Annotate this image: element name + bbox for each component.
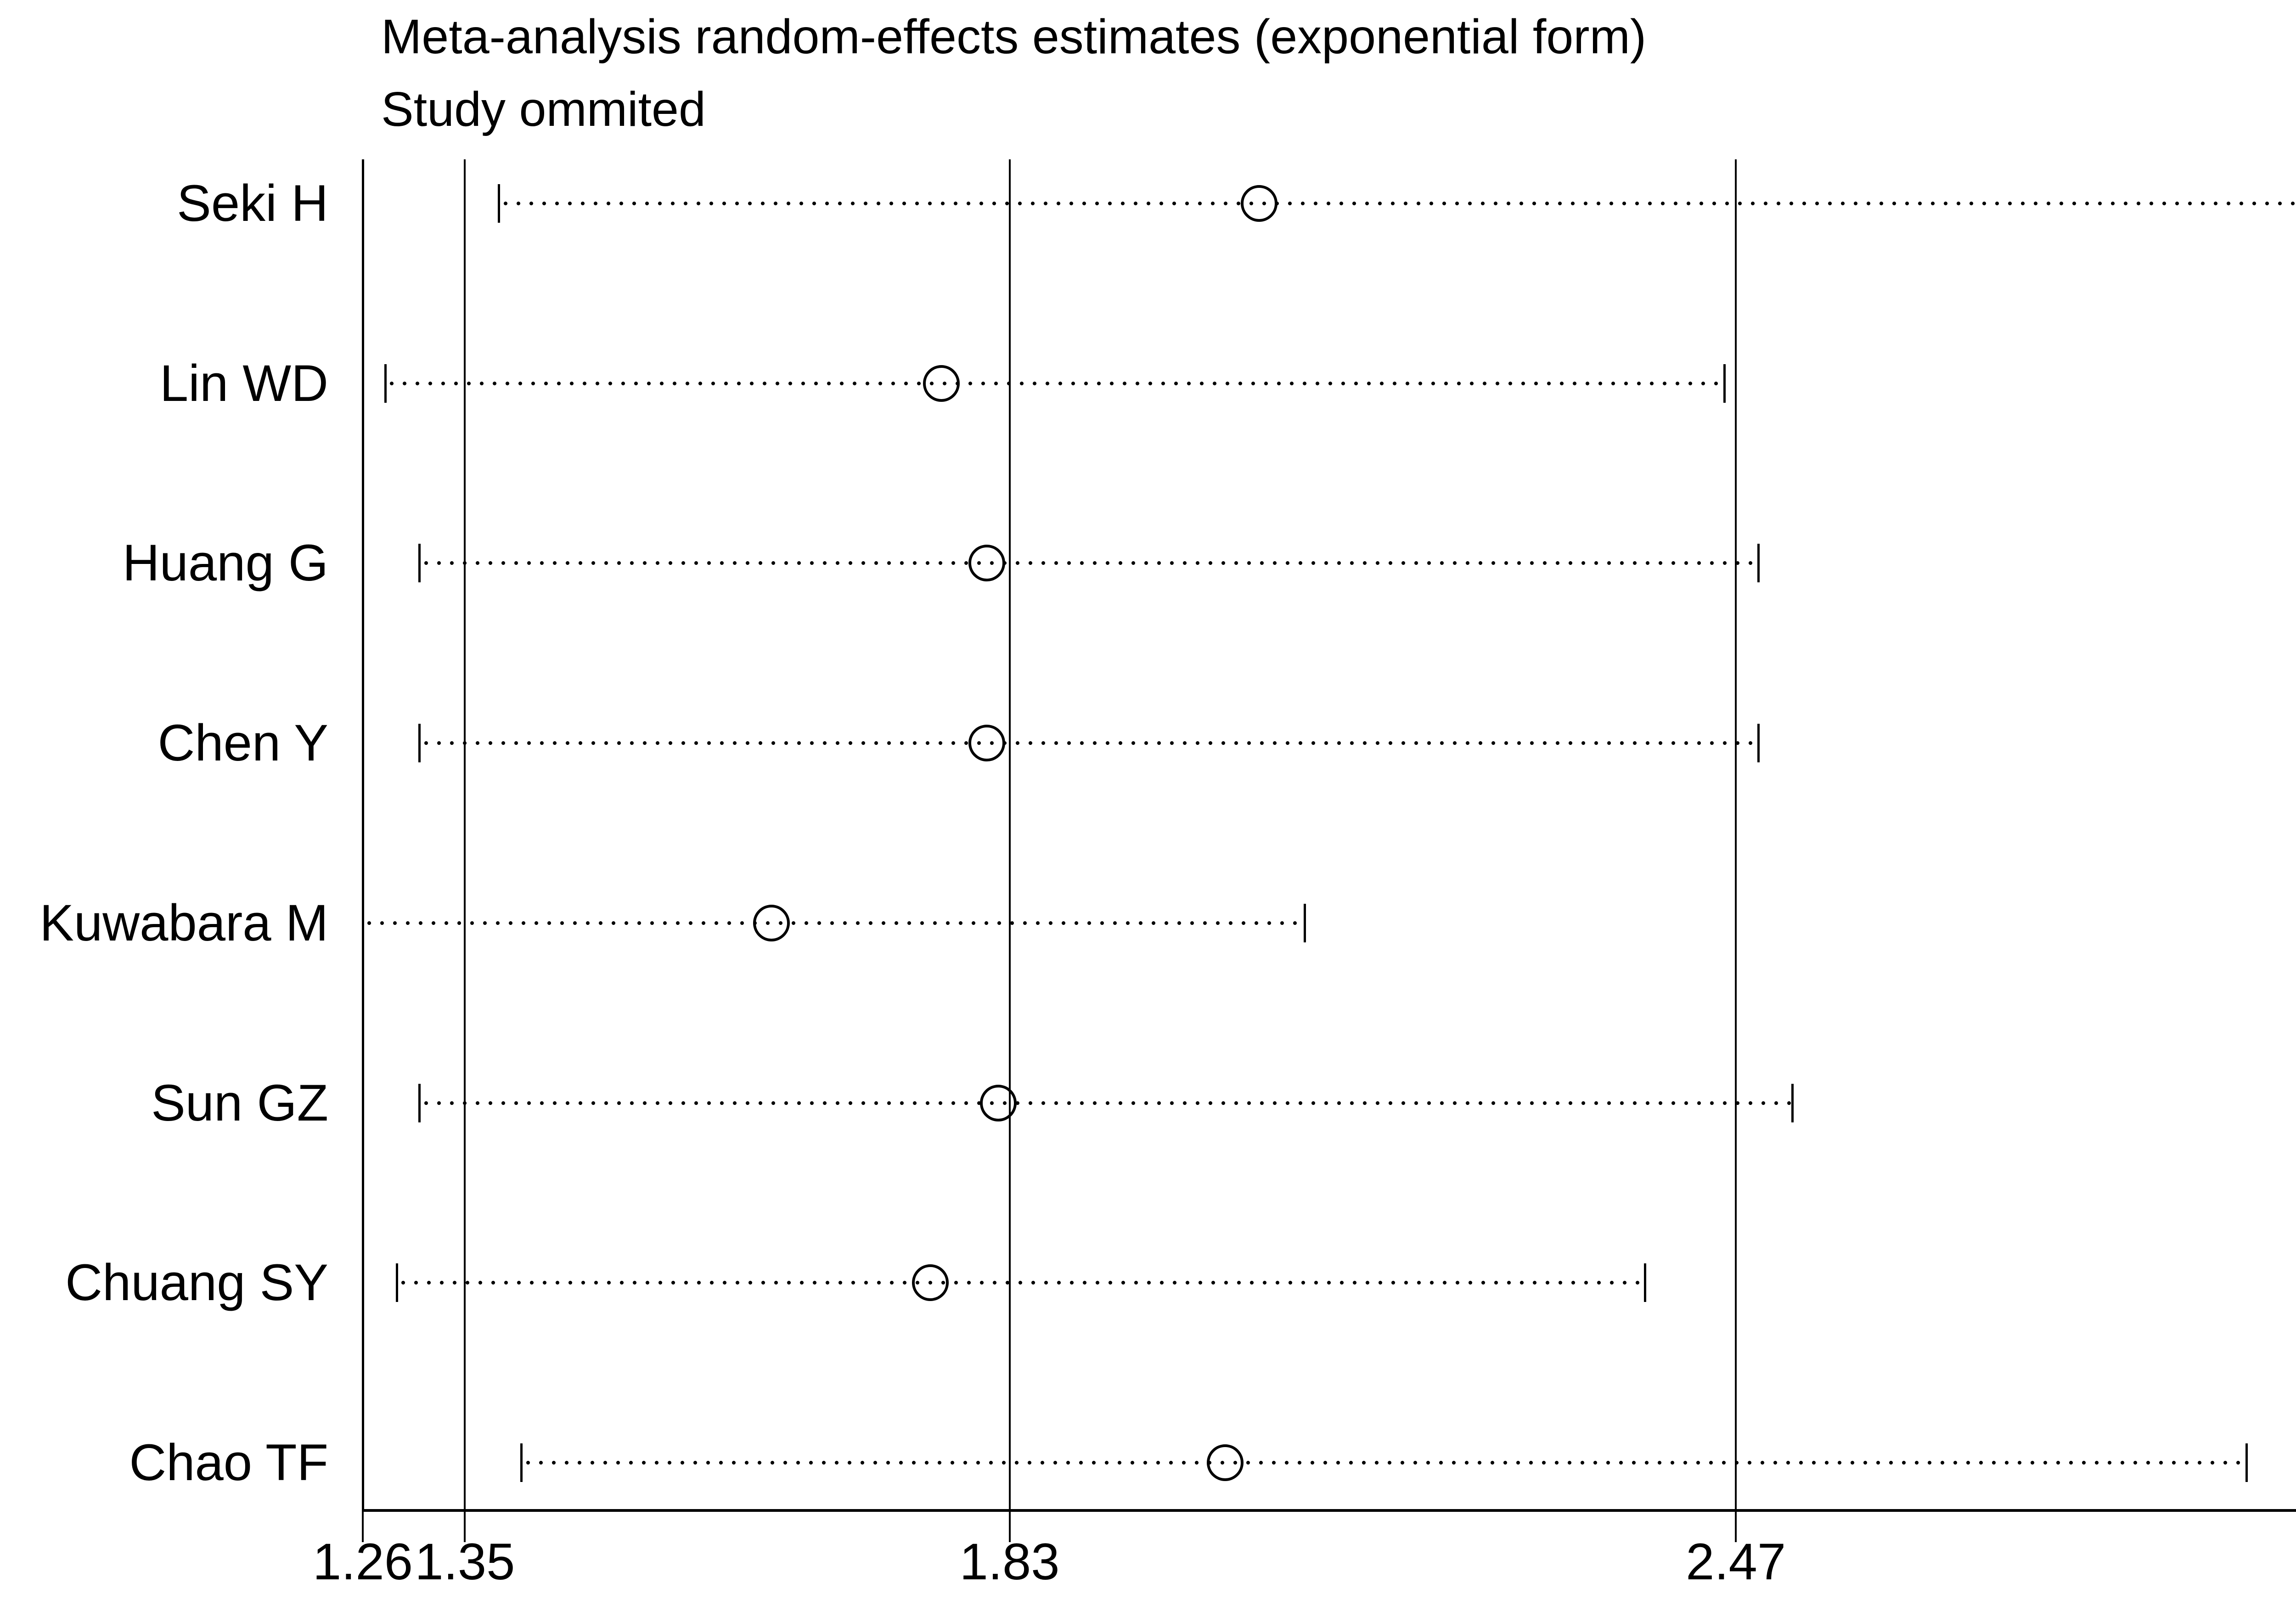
x-tick (464, 1509, 466, 1542)
ci-lower-cap (418, 724, 421, 763)
estimate-marker (912, 1264, 949, 1301)
ci-upper-cap (1723, 364, 1726, 403)
ci-upper-cap (2245, 1443, 2248, 1482)
x-tick-label: 2.47 (1686, 1533, 1786, 1590)
ci-line (419, 741, 1759, 745)
chart-title: Meta-analysis random-effects estimates (… (381, 10, 1647, 64)
y-axis-line (361, 159, 364, 1509)
ci-line (419, 1101, 1793, 1105)
study-label: Huang G (122, 534, 328, 592)
x-tick-label: 1.26 (313, 1533, 413, 1590)
study-label: Chao TF (129, 1433, 328, 1491)
ci-line (419, 561, 1759, 565)
study-label: Kuwabara M (39, 894, 328, 952)
x-tick-label: 1.83 (959, 1533, 1060, 1590)
x-tick-label: 1.35 (415, 1533, 515, 1590)
estimate-marker (753, 904, 790, 941)
ci-upper-cap (1757, 544, 1760, 583)
chart-subtitle: Study ommited (381, 82, 706, 136)
ci-line (397, 1281, 1645, 1285)
estimate-marker (968, 545, 1006, 582)
x-tick (362, 1509, 364, 1542)
ci-line (499, 202, 2296, 205)
estimate-marker (1207, 1444, 1244, 1481)
reference-line (1008, 159, 1011, 1509)
x-tick (1008, 1509, 1011, 1542)
ci-line (521, 1460, 2247, 1465)
ci-upper-cap (1303, 903, 1306, 942)
study-label: Sun GZ (151, 1074, 328, 1132)
study-label: Seki H (177, 175, 328, 232)
ci-lower-cap (395, 1263, 398, 1302)
estimate-marker (968, 725, 1006, 762)
ci-upper-cap (1757, 724, 1760, 763)
study-label: Chuang SY (65, 1254, 328, 1312)
ci-lower-cap (418, 544, 421, 583)
estimate-marker (923, 365, 960, 402)
ci-upper-cap (1643, 1263, 1646, 1302)
x-tick-label: 3.03 (2293, 1532, 2296, 1591)
estimate-marker (1241, 185, 1278, 222)
ci-lower-cap (384, 364, 387, 403)
estimate-marker (979, 1084, 1017, 1121)
study-label: Lin WD (159, 354, 328, 412)
study-label: Chen Y (158, 714, 328, 772)
x-axis-line (363, 1509, 2296, 1512)
ci-lower-cap (498, 184, 501, 223)
ci-line (385, 381, 1725, 385)
reference-line (464, 159, 466, 1509)
x-tick (1735, 1509, 1737, 1542)
ci-lower-cap (520, 1443, 523, 1482)
reference-line (1735, 159, 1737, 1509)
ci-line (363, 921, 1305, 925)
ci-upper-cap (1791, 1083, 1794, 1122)
ci-lower-cap (418, 1083, 421, 1122)
